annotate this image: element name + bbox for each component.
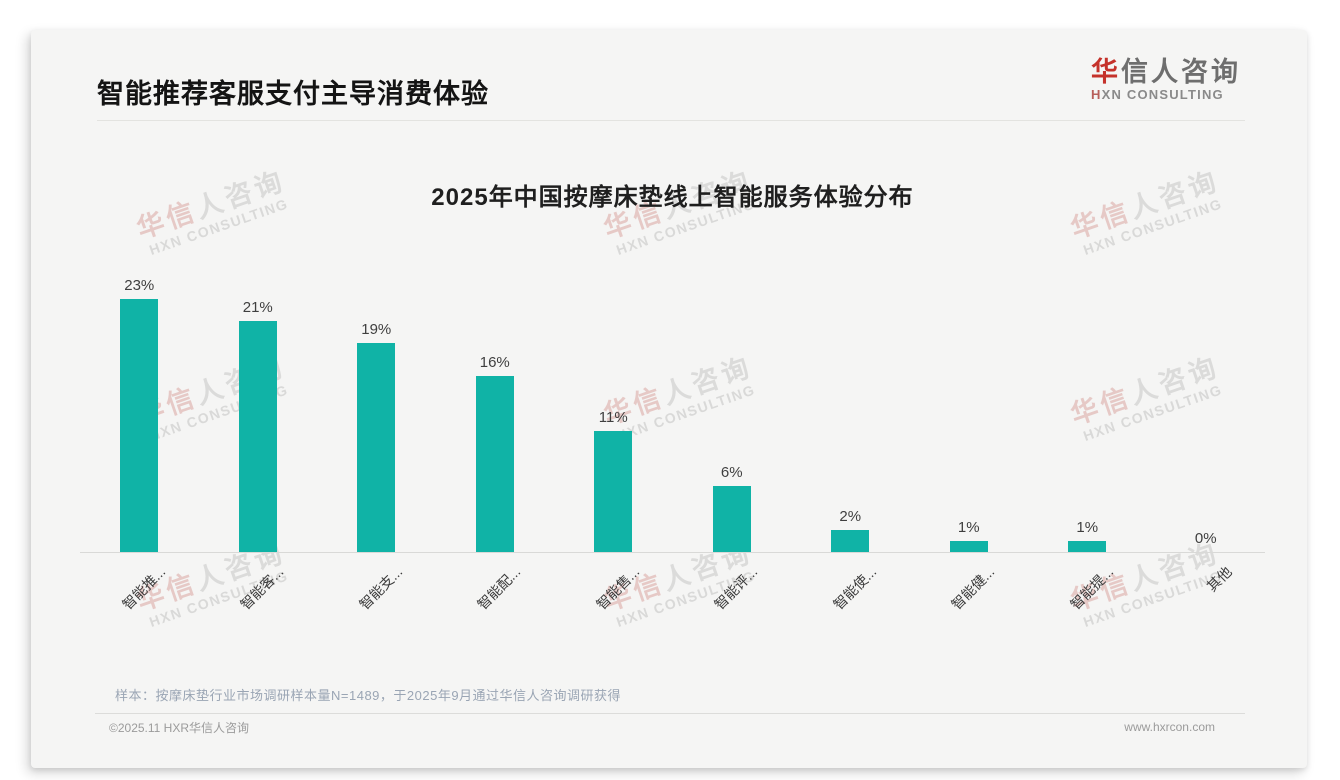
x-axis-label: 智能支... <box>355 563 405 613</box>
bar-value-label: 19% <box>361 321 392 338</box>
report-card: 华信人咨询 HXN CONSULTING 华信人咨询 HXN CONSULTING 华信… <box>31 30 1307 768</box>
bar <box>238 321 277 552</box>
x-axis-label: 其他 <box>1203 563 1235 595</box>
company-logo: 华信人咨询 HXN CONSULTING <box>1091 58 1241 102</box>
bar <box>831 530 870 552</box>
footer-website: www.hxrcon.com <box>1124 720 1215 734</box>
bar-slot: 21% 智能客... <box>199 277 318 613</box>
bar <box>1068 541 1107 552</box>
bar-value-label: 1% <box>1076 519 1099 536</box>
x-axis-label: 智能客... <box>237 563 287 613</box>
bar-value-label: 16% <box>479 354 510 371</box>
bar-value-label: 0% <box>1194 530 1217 547</box>
bar-slot: 2% 智能使... <box>791 277 910 613</box>
page-title: 智能推荐客服支付主导消费体验 <box>97 79 489 109</box>
bar-slot: 16% 智能配... <box>436 277 555 613</box>
footer-divider <box>95 713 1245 714</box>
plot-area: 23% 智能推... 21% 智能客... 19% 智能支... 16% 智能配... 11% 智… <box>80 277 1266 613</box>
logo-chinese: 华信人咨询 <box>1091 57 1241 87</box>
bar <box>594 431 633 552</box>
bar <box>475 376 514 552</box>
bar-slot: 1% 智能健... <box>910 277 1029 613</box>
bar-value-label: 2% <box>839 508 862 525</box>
footer-copyright: ©2025.11 HXR华信人咨询 <box>109 721 249 735</box>
bar-slot: 0% 其他 <box>1147 277 1266 595</box>
header-divider <box>97 120 1245 121</box>
x-axis-label: 智能售... <box>592 563 642 613</box>
bar-slot: 19% 智能支... <box>317 277 436 613</box>
logo-english: HXN CONSULTING <box>1091 87 1224 103</box>
bar-value-label: 6% <box>720 464 743 481</box>
x-axis-label: 智能使... <box>829 563 879 613</box>
x-axis-label: 智能配... <box>474 563 524 613</box>
bar-slot: 11% 智能售... <box>554 277 673 613</box>
bar <box>712 486 751 552</box>
x-axis-label: 智能推... <box>118 563 168 613</box>
bar-slot: 6% 智能评... <box>673 277 792 613</box>
bar-slot: 1% 智能提... <box>1028 277 1147 613</box>
bar <box>120 299 159 552</box>
x-axis-label: 智能提... <box>1066 563 1116 613</box>
x-axis-label: 智能评... <box>711 563 761 613</box>
bar-value-label: 1% <box>957 519 980 536</box>
bar <box>949 541 988 552</box>
bar-slot: 23% 智能推... <box>80 277 199 613</box>
bar-value-label: 23% <box>124 277 155 294</box>
sample-note: 样本：按摩床垫行业市场调研样本量N=1489，于2025年9月通过华信人咨询调研… <box>115 688 622 703</box>
bar-value-label: 11% <box>598 409 628 426</box>
chart-title: 2025年中国按摩床垫线上智能服务体验分布 <box>431 184 914 211</box>
x-axis-label: 智能健... <box>948 563 998 613</box>
bar-value-label: 21% <box>242 299 273 316</box>
bar <box>357 343 396 552</box>
